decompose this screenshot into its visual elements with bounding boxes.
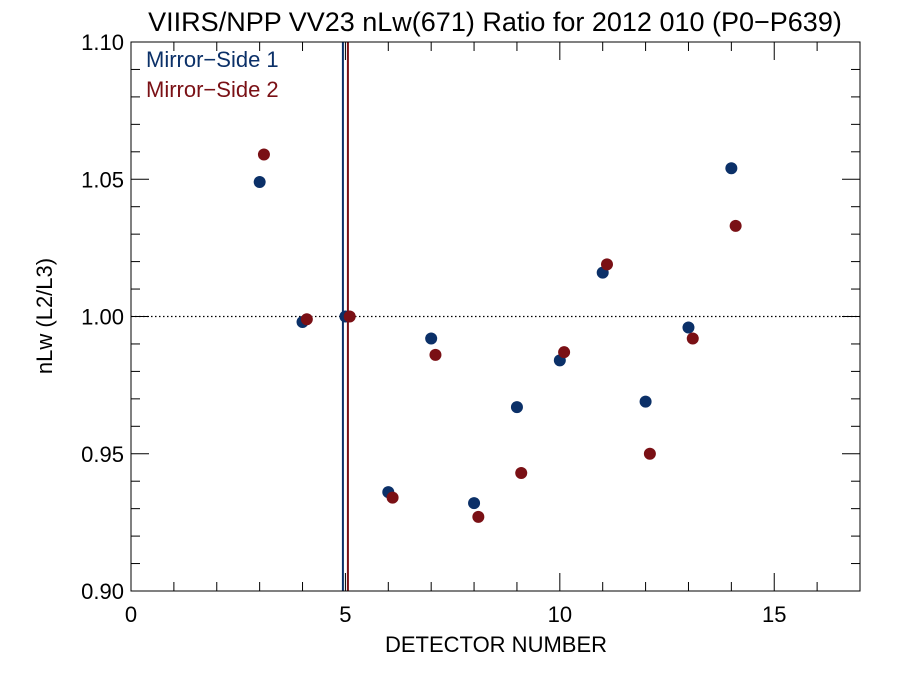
point-series-2-2 bbox=[343, 310, 356, 323]
y-tick-label-2: 1.00 bbox=[81, 305, 124, 330]
y-tick-label-3: 1.05 bbox=[81, 167, 124, 192]
x-tick-label-3: 15 bbox=[762, 602, 786, 627]
point-series-1-11 bbox=[725, 162, 738, 175]
point-series-2-5 bbox=[472, 510, 485, 523]
x-axis-label: DETECTOR NUMBER bbox=[385, 632, 607, 657]
x-axis-ticks: 0 5 10 15 bbox=[125, 42, 861, 627]
x-tick-label-0: 0 bbox=[125, 602, 137, 627]
point-series-2-7 bbox=[558, 346, 571, 359]
chart-title: VIIRS/NPP VV23 nLw(671) Ratio for 2012 0… bbox=[148, 7, 842, 37]
point-series-1-0 bbox=[253, 175, 266, 188]
data-points bbox=[253, 148, 742, 523]
point-series-1-5 bbox=[468, 497, 481, 510]
point-series-2-10 bbox=[686, 332, 699, 345]
point-series-2-4 bbox=[429, 348, 442, 361]
point-series-1-9 bbox=[639, 395, 652, 408]
point-series-2-6 bbox=[515, 466, 528, 479]
legend-series-2: Mirror−Side 2 bbox=[146, 77, 279, 102]
point-series-2-8 bbox=[600, 258, 613, 271]
y-tick-label-0: 0.90 bbox=[81, 579, 124, 604]
x-tick-label-2: 10 bbox=[548, 602, 572, 627]
point-series-2-3 bbox=[386, 491, 399, 504]
y-axis-label: nLw (L2/L3) bbox=[32, 258, 57, 374]
point-series-2-0 bbox=[257, 148, 270, 161]
point-series-2-1 bbox=[300, 313, 313, 326]
legend-series-1: Mirror−Side 1 bbox=[146, 47, 279, 72]
point-series-1-10 bbox=[682, 321, 695, 334]
y-tick-label-1: 0.95 bbox=[81, 442, 124, 467]
point-series-2-9 bbox=[643, 447, 656, 460]
y-tick-label-4: 1.10 bbox=[81, 30, 124, 55]
point-series-1-6 bbox=[510, 401, 523, 414]
point-series-1-4 bbox=[425, 332, 438, 345]
point-series-2-11 bbox=[729, 219, 742, 232]
x-tick-label-1: 5 bbox=[339, 602, 351, 627]
y-axis-ticks: 0.90 0.95 1.00 1.05 1.10 bbox=[81, 30, 860, 604]
